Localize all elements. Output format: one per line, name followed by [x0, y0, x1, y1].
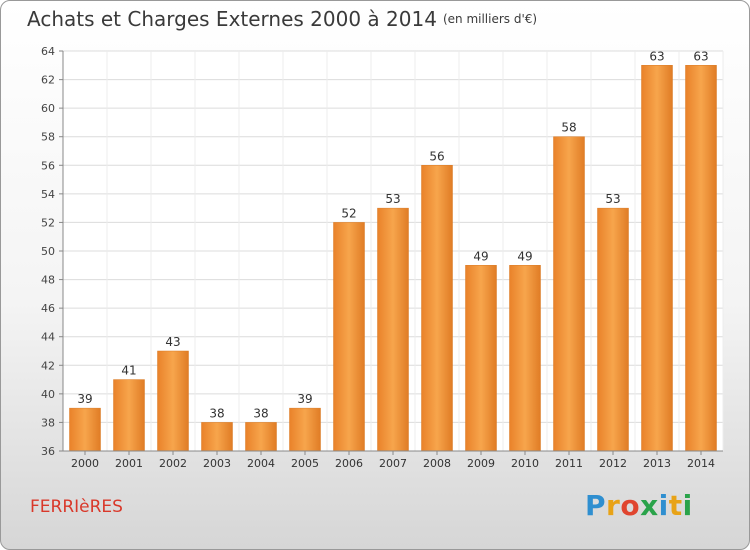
chart-title-text: Achats et Charges Externes 2000 à 2014 — [27, 7, 437, 31]
y-tick-label: 48 — [41, 274, 55, 287]
bar-value-label: 39 — [297, 392, 312, 406]
logo-letter: x — [640, 489, 659, 522]
bar-value-label: 56 — [429, 149, 444, 163]
bar-value-label: 38 — [209, 406, 224, 420]
x-tick-label: 2011 — [555, 457, 583, 470]
x-tick-label: 2002 — [159, 457, 187, 470]
x-tick-label: 2013 — [643, 457, 671, 470]
chart-subtitle: (en milliers d'€) — [442, 12, 538, 26]
bar-2012 — [597, 207, 629, 452]
x-tick-label: 2007 — [379, 457, 407, 470]
bar-value-label: 49 — [517, 249, 532, 263]
bar-value-label: 39 — [77, 392, 92, 406]
x-tick-label: 2001 — [115, 457, 143, 470]
proxiti-logo: Proxiti — [585, 489, 693, 522]
bar-2013 — [641, 65, 673, 452]
bar-2000 — [69, 407, 101, 452]
bar-value-label: 53 — [385, 192, 400, 206]
y-tick-label: 54 — [41, 188, 55, 201]
bar-value-label: 63 — [693, 49, 708, 63]
bar-value-label: 63 — [649, 49, 664, 63]
bar-value-label: 52 — [341, 206, 356, 220]
bar-2002 — [157, 350, 189, 452]
bar-value-label: 38 — [253, 406, 268, 420]
bar-2004 — [245, 422, 277, 452]
bar-value-label: 43 — [165, 335, 180, 349]
bar-2008 — [421, 165, 453, 452]
bar-2003 — [201, 422, 233, 452]
logo-letter: P — [585, 489, 607, 522]
town-name: FERRIèRES — [30, 497, 123, 517]
bar-value-label: 58 — [561, 121, 576, 135]
x-tick-label: 2004 — [247, 457, 275, 470]
y-tick-label: 60 — [41, 102, 55, 115]
logo-letter: t — [668, 489, 683, 522]
logo-letter: i — [658, 489, 669, 522]
logo-letter: r — [606, 489, 621, 522]
x-tick-label: 2012 — [599, 457, 627, 470]
bar-value-label: 53 — [605, 192, 620, 206]
y-tick-label: 58 — [41, 131, 55, 144]
x-tick-label: 2014 — [687, 457, 715, 470]
x-tick-label: 2010 — [511, 457, 539, 470]
bar-2011 — [553, 136, 585, 452]
bar-value-label: 41 — [121, 364, 136, 378]
bar-2007 — [377, 207, 409, 452]
bar-2006 — [333, 222, 365, 452]
y-tick-label: 52 — [41, 216, 55, 229]
chart-title: Achats et Charges Externes 2000 à 2014 (e… — [27, 7, 537, 31]
bar-2014 — [685, 65, 717, 452]
y-tick-label: 50 — [41, 245, 55, 258]
bar-value-label: 49 — [473, 249, 488, 263]
x-tick-label: 2000 — [71, 457, 99, 470]
y-tick-label: 42 — [41, 359, 55, 372]
bar-2001 — [113, 379, 145, 452]
logo-letter: i — [682, 489, 693, 522]
x-tick-label: 2006 — [335, 457, 363, 470]
y-tick-label: 44 — [41, 331, 55, 344]
x-tick-label: 2005 — [291, 457, 319, 470]
bar-2010 — [509, 265, 541, 452]
bar-2009 — [465, 265, 497, 452]
x-tick-label: 2003 — [203, 457, 231, 470]
x-tick-label: 2008 — [423, 457, 451, 470]
y-tick-label: 40 — [41, 388, 55, 401]
logo-letter: o — [620, 489, 641, 522]
x-tick-label: 2009 — [467, 457, 495, 470]
bar-2005 — [289, 407, 321, 452]
y-tick-label: 46 — [41, 302, 55, 315]
y-tick-label: 38 — [41, 416, 55, 429]
y-tick-label: 62 — [41, 74, 55, 87]
y-tick-label: 56 — [41, 159, 55, 172]
y-tick-label: 64 — [41, 45, 55, 58]
y-tick-label: 36 — [41, 445, 55, 458]
